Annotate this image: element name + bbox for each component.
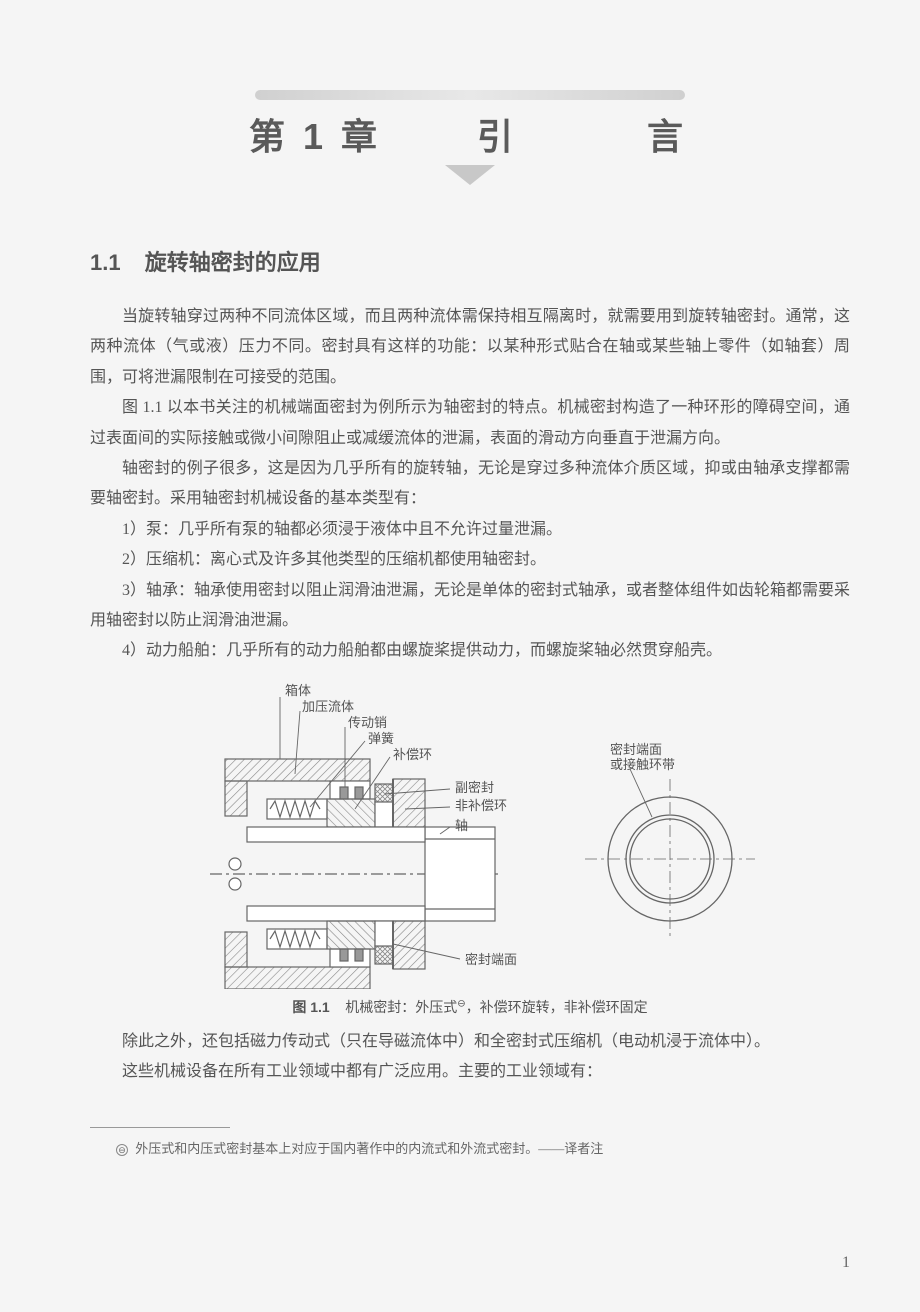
paragraph-5: 这些机械设备在所有工业领域中都有广泛应用。主要的工业领域有： xyxy=(90,1057,850,1087)
section-heading: 1.1 旋转轴密封的应用 xyxy=(90,245,850,277)
section-number: 1.1 xyxy=(90,250,121,275)
list-item-1: 1）泵：几乎所有泵的轴都必须浸于液体中且不允许过量泄漏。 xyxy=(90,515,850,545)
diamond-decoration-icon xyxy=(445,165,495,185)
label-face-band-1: 密封端面 xyxy=(610,742,662,757)
footnote-marker-icon: ⊖ xyxy=(116,1144,128,1156)
footnote: ⊖ 外压式和内压式密封基本上对应于国内著作中的内流式和外流式密封。——译者注 xyxy=(90,1138,850,1157)
paragraph-3: 轴密封的例子很多，这是因为几乎所有的旋转轴，无论是穿过多种流体介质区域，抑或由轴… xyxy=(90,454,850,515)
figure-1-1: 箱体 加压流体 传动销 弹簧 补偿环 副密封 非补偿环 轴 密封端面 密封端面 … xyxy=(90,679,850,1017)
chapter-header: 第 1 章 引 言 xyxy=(90,90,850,185)
mechanical-seal-diagram: 箱体 加压流体 传动销 弹簧 补偿环 副密封 非补偿环 轴 密封端面 密封端面 … xyxy=(180,679,760,989)
list-item-2: 2）压缩机：离心式及许多其他类型的压缩机都使用轴密封。 xyxy=(90,545,850,575)
chapter-title: 第 1 章 引 言 xyxy=(90,108,850,160)
label-fluid: 加压流体 xyxy=(302,699,354,714)
footnote-divider xyxy=(90,1127,230,1128)
list-item-4: 4）动力船舶：几乎所有的动力船舶都由螺旋桨提供动力，而螺旋桨轴必然贯穿船壳。 xyxy=(90,636,850,666)
page-number: 1 xyxy=(842,1254,850,1272)
chapter-title-part1: 引 xyxy=(477,116,521,157)
label-sec-seal: 副密封 xyxy=(455,780,494,795)
label-comp-ring: 补偿环 xyxy=(393,747,432,762)
header-bar-decoration xyxy=(255,90,685,100)
label-face-band-2: 或接触环带 xyxy=(610,757,675,772)
paragraph-1: 当旋转轴穿过两种不同流体区域，而且两种流体需保持相互隔离时，就需要用到旋转轴密封… xyxy=(90,302,850,393)
label-spring: 弹簧 xyxy=(368,731,394,746)
paragraph-2: 图 1.1 以本书关注的机械端面密封为例所示为轴密封的特点。机械密封构造了一种环… xyxy=(90,393,850,454)
body-content: 当旋转轴穿过两种不同流体区域，而且两种流体需保持相互隔离时，就需要用到旋转轴密封… xyxy=(90,302,850,667)
label-box: 箱体 xyxy=(285,683,311,698)
label-pin: 传动销 xyxy=(348,715,387,730)
chapter-title-part2: 言 xyxy=(647,116,691,157)
figure-number: 图 1.1 xyxy=(292,999,329,1015)
label-seal-face: 密封端面 xyxy=(465,952,517,967)
figure-caption-suffix: ，补偿环旋转，非补偿环固定 xyxy=(466,999,648,1015)
paragraph-4: 除此之外，还包括磁力传动式（只在导磁流体中）和全密封式压缩机（电动机浸于流体中）… xyxy=(90,1027,850,1057)
label-shaft: 轴 xyxy=(455,818,468,833)
figure-caption: 图 1.1 机械密封：外压式⊖，补偿环旋转，非补偿环固定 xyxy=(90,997,850,1017)
footnote-text: 外压式和内压式密封基本上对应于国内著作中的内流式和外流式密封。——译者注 xyxy=(135,1141,603,1156)
label-noncomp: 非补偿环 xyxy=(455,798,507,813)
body-content-2: 除此之外，还包括磁力传动式（只在导磁流体中）和全密封式压缩机（电动机浸于流体中）… xyxy=(90,1027,850,1088)
list-item-3: 3）轴承：轴承使用密封以阻止润滑油泄漏，无论是单体的密封式轴承，或者整体组件如齿… xyxy=(90,576,850,637)
section-title: 旋转轴密封的应用 xyxy=(145,250,321,275)
figure-caption-text: 机械密封：外压式 xyxy=(345,999,457,1015)
chapter-number: 第 1 章 xyxy=(249,116,381,157)
